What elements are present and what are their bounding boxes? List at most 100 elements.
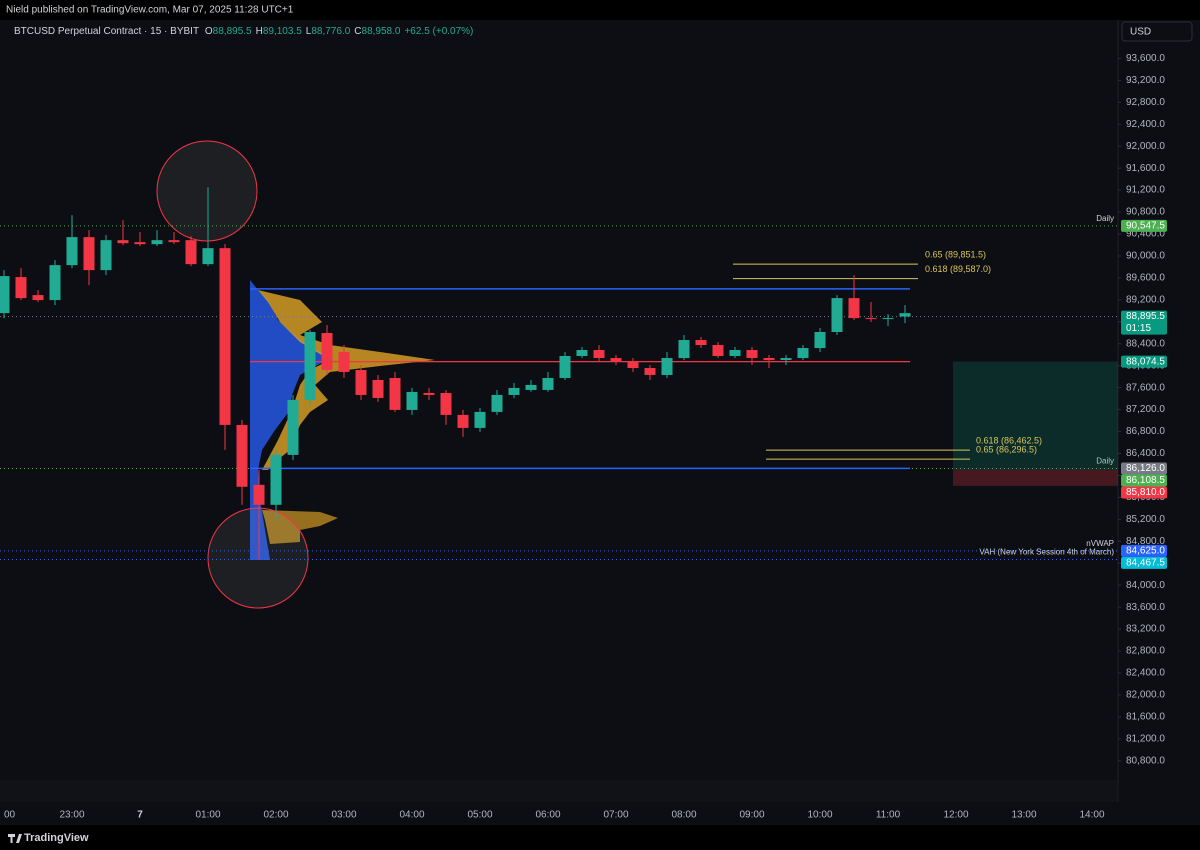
y-tick-label: 86,800.0 (1126, 426, 1165, 437)
x-tick-label: 06:00 (535, 810, 560, 821)
price-label-box (1121, 219, 1167, 232)
candle-body (882, 318, 894, 320)
o-value: 88,895.5 (213, 26, 252, 37)
candle-body (474, 411, 486, 428)
c-label: C (354, 26, 361, 37)
candle-body (168, 240, 180, 243)
x-tick-label: 07:00 (603, 810, 628, 821)
candle-body (576, 350, 588, 356)
h-value: 89,103.5 (263, 26, 302, 37)
candle-body (627, 361, 639, 369)
position-profit (953, 361, 1118, 470)
currency[interactable]: USD (1130, 27, 1151, 38)
candle-body (508, 387, 520, 395)
change: +62.5 (+0.07%) (404, 26, 473, 37)
y-tick-label: 82,000.0 (1126, 690, 1165, 701)
candle-body (610, 358, 622, 362)
price-label: 85,810.0 (1126, 487, 1165, 498)
price-label-box (1121, 355, 1167, 368)
candle-body (134, 242, 146, 245)
candle-body (695, 340, 707, 346)
price-label: 88,895.5 (1126, 311, 1165, 322)
y-tick-label: 92,400.0 (1126, 119, 1165, 130)
x-tick-label: 05:00 (467, 810, 492, 821)
candle-body (372, 379, 384, 398)
y-tick-label: 93,600.0 (1126, 53, 1165, 64)
candle-body (440, 392, 452, 415)
symbol: BTCUSD Perpetual Contract · 15 · BYBIT (14, 26, 199, 37)
candle-body (780, 358, 792, 360)
candle-body (831, 298, 843, 333)
x-tick-label: 13:00 (1011, 810, 1036, 821)
candle-body (185, 240, 197, 265)
candle-body (797, 348, 809, 359)
candle-body (865, 318, 877, 320)
candle-body (219, 248, 231, 425)
currency-button[interactable] (1121, 21, 1193, 42)
y-tick-label: 81,200.0 (1126, 733, 1165, 744)
y-tick-label: 92,800.0 (1126, 97, 1165, 108)
candle-body (355, 369, 367, 395)
level-text: Daily (1096, 457, 1114, 466)
x-tick-label: 12:00 (943, 810, 968, 821)
logo (8, 834, 22, 843)
candle-body (83, 237, 95, 271)
candle-body (66, 237, 78, 266)
highlight-circle (156, 140, 258, 242)
price-label-box (1121, 310, 1167, 335)
candle-body (644, 368, 656, 375)
y-tick-label: 88,400.0 (1126, 338, 1165, 349)
candle-body (253, 484, 265, 505)
candle-body (678, 340, 690, 359)
candle-body (287, 399, 299, 455)
candle-body (814, 332, 826, 349)
x-tick-label: 10:00 (807, 810, 832, 821)
l-value: 88,776.0 (311, 26, 350, 37)
candle-body (593, 350, 605, 359)
price-label-box (1121, 556, 1167, 569)
y-tick-label: 87,600.0 (1126, 382, 1165, 393)
level-text: Daily (1096, 214, 1114, 223)
candle-body (321, 332, 333, 370)
x-tick-label: 03:00 (331, 810, 356, 821)
y-tick-label: 83,200.0 (1126, 624, 1165, 635)
y-tick-label: 91,200.0 (1126, 185, 1165, 196)
candle-body (151, 240, 163, 245)
highlight-circle (207, 507, 309, 609)
y-tick-label: 91,600.0 (1126, 163, 1165, 174)
price-label: 86,108.5 (1126, 475, 1165, 486)
level-text: nVWAP (1086, 539, 1114, 548)
y-tick-label: 92,000.0 (1126, 141, 1165, 152)
price-label: 84,625.0 (1126, 546, 1165, 557)
price-label: 84,467.5 (1126, 558, 1165, 569)
y-tick-label: 81,600.0 (1126, 712, 1165, 723)
candle-body (763, 358, 775, 360)
o-label: O (205, 26, 213, 37)
candle-body (304, 332, 316, 400)
candle-body (100, 240, 112, 271)
x-tick-label: 14:00 (1079, 810, 1104, 821)
price-label: 90,547.5 (1126, 221, 1165, 232)
candle-body (0, 276, 10, 314)
candle-body (49, 265, 61, 301)
x-tick-label: 01:00 (195, 810, 220, 821)
candle-body (236, 424, 248, 487)
fib-label: 0.618 (89,587.0) (925, 264, 991, 274)
candle-body (406, 391, 418, 410)
price-label: 86,126.0 (1126, 463, 1165, 474)
y-tick-label: 82,800.0 (1126, 646, 1165, 657)
price-countdown: 01:15 (1126, 323, 1151, 334)
y-tick-label: 86,400.0 (1126, 448, 1165, 459)
candle-body (270, 454, 282, 505)
candle-body (729, 350, 741, 356)
candle-body (661, 358, 673, 375)
candle-body (338, 351, 350, 372)
y-tick-label: 84,000.0 (1126, 580, 1165, 591)
fib-label: 0.65 (89,851.5) (925, 249, 986, 259)
candle-body (15, 277, 27, 299)
candle-body (32, 295, 44, 301)
footer-bar (0, 826, 1200, 850)
candle-body (559, 355, 571, 378)
